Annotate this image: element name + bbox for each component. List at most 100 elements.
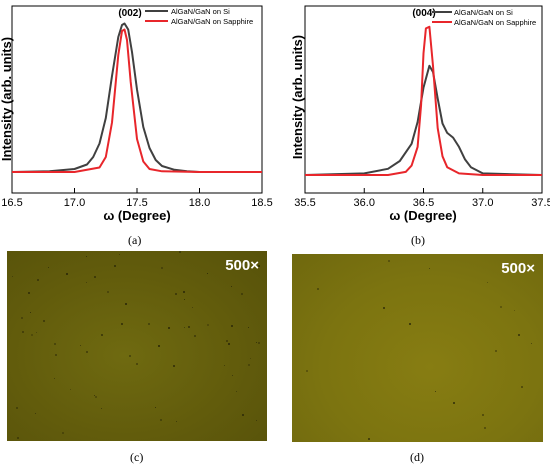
defect-dot <box>248 364 250 366</box>
defect-dot <box>409 323 411 325</box>
defect-dot <box>194 335 196 337</box>
defect-dot <box>94 276 96 278</box>
defect-dot <box>236 391 237 392</box>
defect-dot <box>207 273 208 274</box>
defect-dot <box>521 386 523 388</box>
defect-dot <box>241 293 243 295</box>
defect-dot <box>12 276 13 277</box>
y-axis-label-b: Intensity (arb. units) <box>290 35 305 159</box>
defect-dot <box>514 310 515 311</box>
defect-dot <box>317 288 319 290</box>
defect-dot <box>43 320 45 322</box>
plot-frame-b <box>304 5 543 194</box>
x-tick-label: 18.0 <box>189 197 210 209</box>
defect-dot <box>161 267 163 269</box>
defect-dot <box>54 343 56 345</box>
defect-dot <box>256 342 257 343</box>
defect-dot <box>188 326 190 328</box>
x-axis-label-b: ω (Degree) <box>389 208 456 223</box>
plot-frame-a <box>11 5 263 194</box>
defect-dot <box>136 363 138 365</box>
legend-label-si-a: AlGaN/GaN on Si <box>171 7 230 16</box>
defect-dot <box>119 254 120 255</box>
series-si-line <box>304 64 543 176</box>
defect-dot <box>95 396 97 398</box>
defect-dot <box>482 414 484 416</box>
defect-dot <box>388 260 390 262</box>
defect-dot <box>62 432 64 434</box>
defect-dot <box>500 306 502 308</box>
defect-dot <box>242 414 244 416</box>
curves-a <box>11 22 262 173</box>
defect-dot <box>175 293 177 295</box>
x-axis-label-a: ω (Degree) <box>103 208 170 223</box>
defect-dot <box>429 268 430 269</box>
defect-dot <box>226 340 228 342</box>
defect-dot <box>101 334 103 336</box>
legend-label-sapphire-b: AlGaN/GaN on Sapphire <box>454 18 536 27</box>
x-tick-label: 16.5 <box>1 197 22 209</box>
defect-dot <box>86 256 87 257</box>
x-tick-label: 17.5 <box>126 197 147 209</box>
defect-dot <box>368 438 370 440</box>
defect-dot <box>453 402 455 404</box>
defect-dot <box>70 389 71 390</box>
peak-label-a: (002) <box>118 8 141 19</box>
defect-dot <box>183 291 185 293</box>
defect-dot <box>31 334 33 336</box>
defect-dot <box>30 312 31 313</box>
x-tick-label: 37.5 <box>531 197 550 209</box>
defect-dot <box>487 282 488 283</box>
defect-dot <box>80 345 81 346</box>
panel-label-a: (a) <box>128 233 142 247</box>
defect-dot <box>155 407 156 408</box>
curves-b <box>304 25 543 176</box>
defect-dot <box>16 407 18 409</box>
defect-dot <box>121 323 123 325</box>
defect-dot <box>484 427 486 429</box>
defect-dot <box>383 307 385 309</box>
defect-dot <box>173 365 175 367</box>
magnification-label-d: 500× <box>501 260 535 277</box>
defect-dot <box>158 345 160 347</box>
defect-dot <box>125 303 127 305</box>
legend-a: AlGaN/GaN on Si AlGaN/GaN on Sapphire <box>145 7 253 26</box>
defect-dot <box>179 251 181 253</box>
legend-label-si-b: AlGaN/GaN on Si <box>454 8 513 17</box>
defect-dot <box>258 265 260 267</box>
peak-label-b: (004) <box>412 8 435 19</box>
series-sapphire-line <box>12 28 262 173</box>
defect-dot <box>107 291 109 293</box>
defect-dot <box>86 282 87 283</box>
panel-label-d: (d) <box>410 450 424 464</box>
defect-dot <box>207 324 209 326</box>
defect-dot <box>37 279 39 281</box>
panel-label-c: (c) <box>130 450 144 464</box>
defect-dot <box>224 365 225 366</box>
defect-dot <box>531 343 532 344</box>
defect-dot <box>160 419 162 421</box>
defect-dot <box>94 395 95 396</box>
micrograph-c: 500× <box>7 251 267 441</box>
legend-label-sapphire-a: AlGaN/GaN on Sapphire <box>171 17 253 26</box>
defect-dot <box>231 286 232 287</box>
defect-dot <box>54 378 55 379</box>
defect-dot <box>148 323 150 325</box>
defect-dot <box>248 327 249 328</box>
x-ticks-a: 16.5 17.0 17.5 18.0 18.5 <box>1 188 273 209</box>
x-tick-label: 18.5 <box>251 197 272 209</box>
defect-dot <box>258 342 260 344</box>
legend-b: AlGaN/GaN on Si AlGaN/GaN on Sapphire <box>432 8 536 27</box>
defect-dot <box>35 413 36 414</box>
micrograph-d: 500× <box>292 254 543 442</box>
defect-dot <box>129 355 131 357</box>
defect-dot <box>21 317 23 319</box>
defect-dot <box>66 273 68 275</box>
defect-dot <box>48 267 49 268</box>
defect-dot <box>256 420 257 421</box>
x-tick-label: 36.0 <box>354 197 375 209</box>
defect-dot <box>192 307 193 308</box>
defect-dot <box>232 375 233 376</box>
panel-label-b: (b) <box>411 233 425 247</box>
defect-dot <box>231 325 233 327</box>
